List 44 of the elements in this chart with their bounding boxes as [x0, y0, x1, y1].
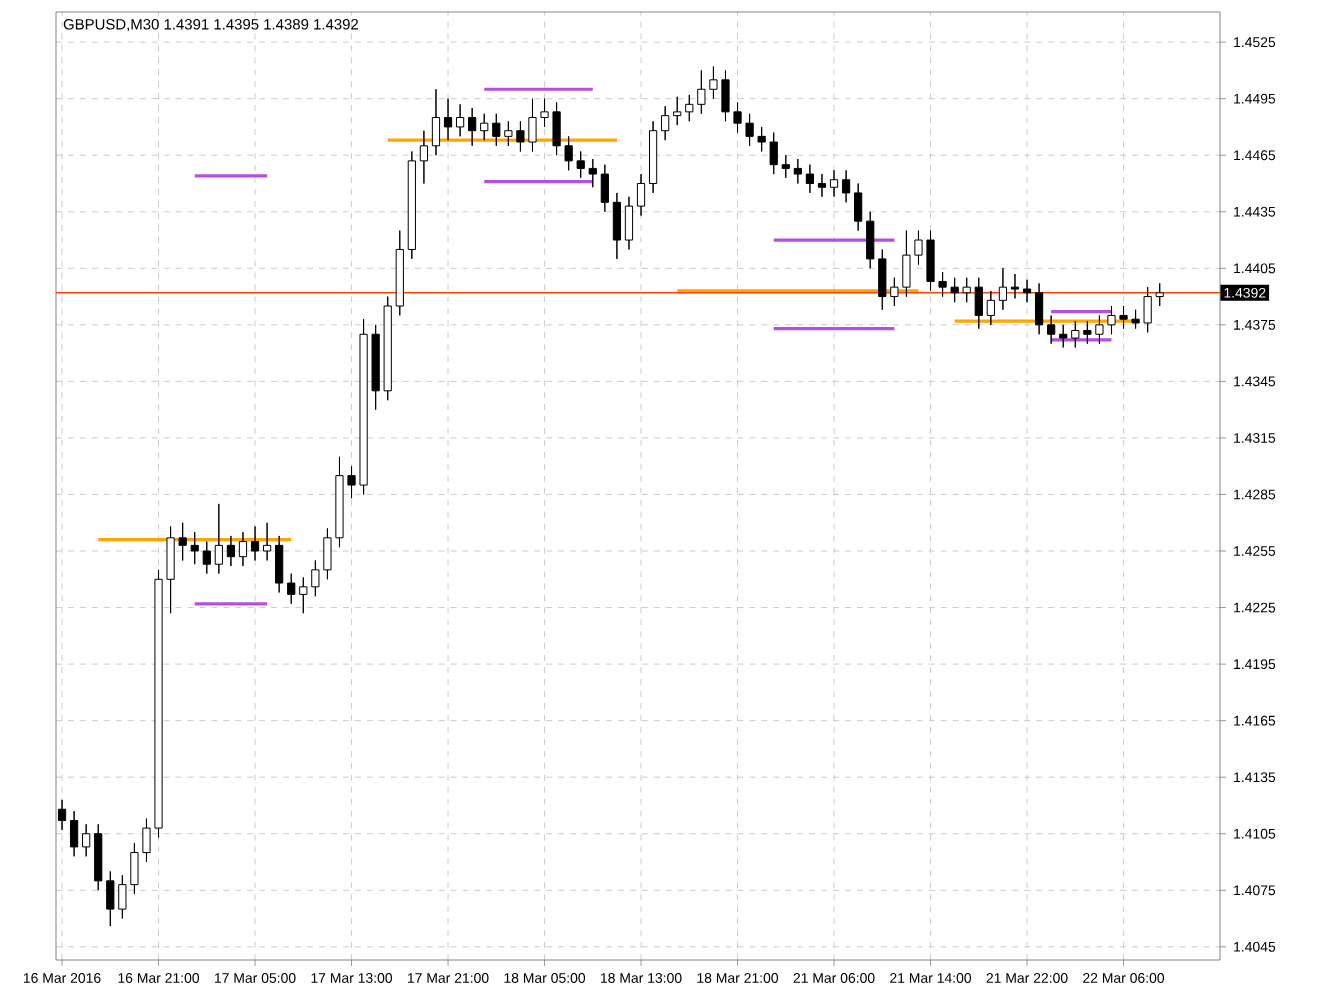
candlestick	[841, 169, 851, 203]
candlestick	[1022, 279, 1032, 303]
candlestick	[817, 173, 827, 198]
candlestick	[866, 211, 875, 269]
candlestick	[275, 535, 284, 593]
candlestick	[431, 88, 441, 156]
candlestick	[612, 192, 622, 260]
candlestick	[480, 113, 489, 141]
candlestick	[829, 169, 839, 198]
candlestick	[262, 522, 272, 561]
candlestick	[250, 526, 260, 561]
candlestick	[986, 290, 995, 326]
candlestick	[226, 535, 236, 567]
candlestick	[648, 120, 658, 194]
candlestick	[624, 196, 634, 250]
candlestick	[974, 277, 983, 330]
candlestick	[588, 158, 597, 188]
candlestick	[214, 503, 223, 575]
candlestick	[1059, 324, 1068, 348]
candlestick	[57, 799, 67, 831]
candlestick	[793, 158, 802, 184]
candlestick	[69, 810, 79, 857]
candlestick	[407, 150, 416, 260]
candlestick	[636, 173, 646, 217]
candlestick	[661, 105, 670, 141]
candlestick	[395, 230, 404, 316]
candlestick	[94, 823, 103, 891]
candlestick	[1010, 273, 1020, 299]
candlestick	[673, 96, 682, 126]
candlestick	[600, 164, 609, 213]
candlestick	[781, 154, 790, 179]
candlestick	[202, 541, 211, 575]
candlestick	[998, 267, 1008, 311]
candlestick	[1047, 314, 1056, 345]
candlestick	[82, 823, 91, 857]
candlestick	[287, 573, 296, 605]
candlestick	[805, 164, 815, 194]
candlestick	[419, 130, 429, 184]
candlestick	[455, 103, 465, 137]
candlestick	[443, 98, 453, 141]
candlestick	[238, 531, 248, 567]
candlestick	[1034, 282, 1044, 335]
candlestick	[468, 107, 477, 147]
candlestick	[854, 182, 863, 232]
